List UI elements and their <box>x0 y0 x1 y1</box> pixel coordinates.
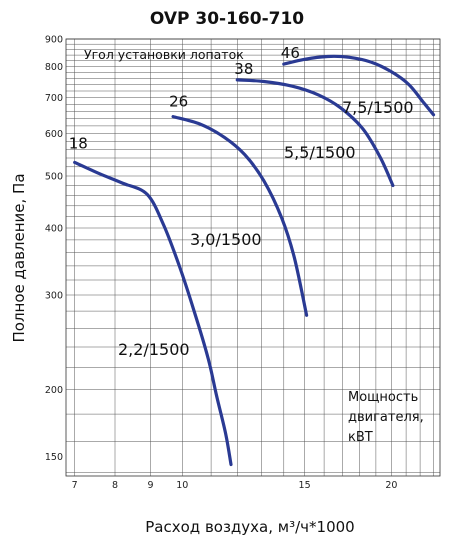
plot-frame <box>65 38 441 477</box>
x-tick-label: 20 <box>385 480 397 491</box>
power-note-line-2: двигателя, <box>348 410 424 425</box>
x-tick-label: 7 <box>72 480 78 491</box>
y-tick-label: 200 <box>45 385 63 396</box>
power-label: 2,2/1500 <box>118 340 190 359</box>
power-note-line-3: кВТ <box>348 430 373 445</box>
y-tick-label: 400 <box>45 224 63 235</box>
series-line-18 <box>73 160 233 467</box>
chart-title: OVP 30-160-710 <box>150 9 304 29</box>
series-line-46 <box>282 54 436 117</box>
series-labels: 18 2,2/1500 26 3,0/1500 38 5,5/1500 46 7,5/1500 <box>69 44 414 359</box>
y-tick-label: 700 <box>45 93 63 104</box>
power-label: 5,5/1500 <box>284 143 356 162</box>
blade-angle-label: 46 <box>281 44 300 62</box>
x-tick-label: 8 <box>112 480 118 491</box>
x-tick-labels: 7 8 9 10 15 20 <box>72 480 398 491</box>
series-line-26 <box>171 115 309 317</box>
blade-angle-label: 26 <box>169 93 188 111</box>
x-tick-label: 10 <box>176 480 188 491</box>
y-tick-label: 300 <box>45 291 63 302</box>
y-axis-label: Полное давление, Па <box>10 173 28 342</box>
y-tick-label: 500 <box>45 172 63 183</box>
x-tick-label: 9 <box>147 480 153 491</box>
power-label: 3,0/1500 <box>190 230 262 249</box>
x-axis-label: Расход воздуха, м³/ч*1000 <box>145 518 354 536</box>
series-line-38 <box>235 78 395 188</box>
y-tick-label: 600 <box>45 129 63 140</box>
y-tick-label: 900 <box>45 35 63 46</box>
series-curves <box>73 54 436 467</box>
power-note: Мощность двигателя, кВТ <box>348 390 424 445</box>
blade-angle-label: 18 <box>69 134 88 152</box>
y-tick-label: 150 <box>45 452 63 463</box>
x-tick-label: 15 <box>299 480 311 491</box>
y-tick-labels: 900 800 700 600 500 400 300 200 150 <box>45 35 63 464</box>
power-note-line-1: Мощность <box>348 390 418 405</box>
power-label: 7,5/1500 <box>342 98 414 117</box>
blade-angle-label: 38 <box>234 60 253 78</box>
legend-title: Угол установки лопаток <box>84 47 244 62</box>
y-tick-label: 800 <box>45 62 63 73</box>
